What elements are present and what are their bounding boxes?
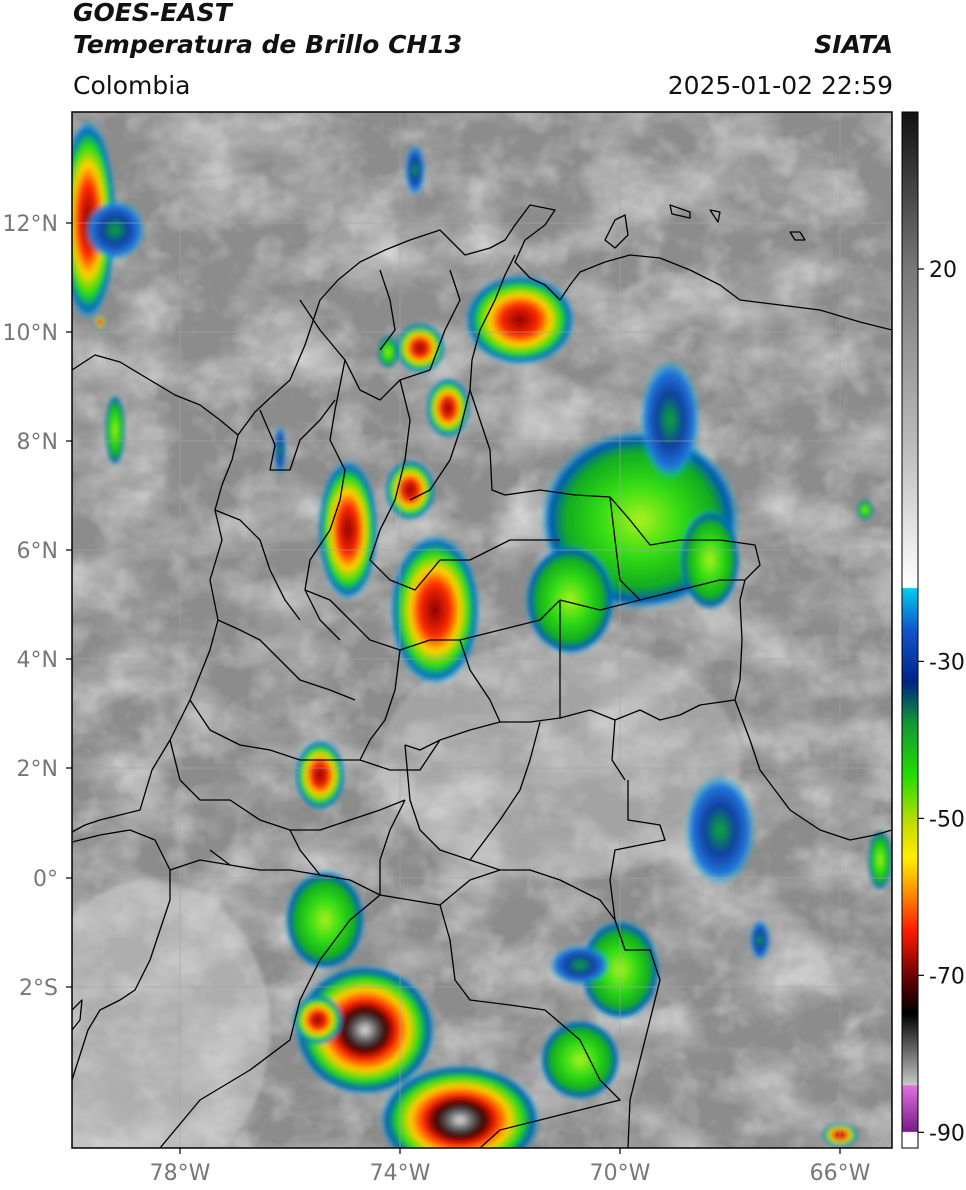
satellite-title: GOES-EAST (73, 0, 232, 27)
colorbar (901, 111, 919, 1149)
lat-label: 2°S (19, 976, 58, 1001)
latitude-labels: 12°N 10°N 8°N 6°N 4°N 2°N 0° 2°S (3, 212, 58, 1001)
longitude-ticks (179, 1148, 841, 1154)
lon-label: 70°W (590, 1161, 651, 1186)
colorbar-ticks (918, 268, 924, 1133)
lon-label: 66°W (810, 1161, 871, 1186)
lat-label: 2°N (17, 757, 58, 782)
lat-label: 12°N (3, 212, 58, 237)
colorbar-label: -70 (929, 964, 965, 989)
agency-label: SIATA (814, 30, 893, 59)
lat-label: 4°N (17, 648, 58, 673)
satellite-imagery (72, 112, 892, 1148)
colorbar-label: -90 (929, 1121, 965, 1146)
latitude-ticks (66, 222, 72, 988)
colorbar-label: 20 (929, 258, 957, 283)
colorbar-label: -30 (929, 650, 965, 675)
lat-label: 8°N (17, 430, 58, 455)
lat-label: 0° (33, 867, 58, 892)
lon-label: 74°W (370, 1161, 431, 1186)
graticule (72, 112, 892, 1148)
colorbar-labels: 20 -30 -50 -70 -90 (929, 258, 965, 1146)
datetime-label: 2025-01-02 22:59 (667, 71, 893, 100)
lat-label: 6°N (17, 539, 58, 564)
region-label: Colombia (73, 71, 191, 100)
lon-label: 78°W (150, 1161, 211, 1186)
colorbar-label: -50 (929, 807, 965, 832)
product-title: Temperatura de Brillo CH13 (73, 30, 463, 59)
convective-cells (72, 120, 892, 1148)
longitude-labels: 78°W 74°W 70°W 66°W (150, 1161, 871, 1186)
lat-label: 10°N (3, 321, 58, 346)
borders (72, 204, 892, 1148)
map-frame (71, 111, 893, 1149)
